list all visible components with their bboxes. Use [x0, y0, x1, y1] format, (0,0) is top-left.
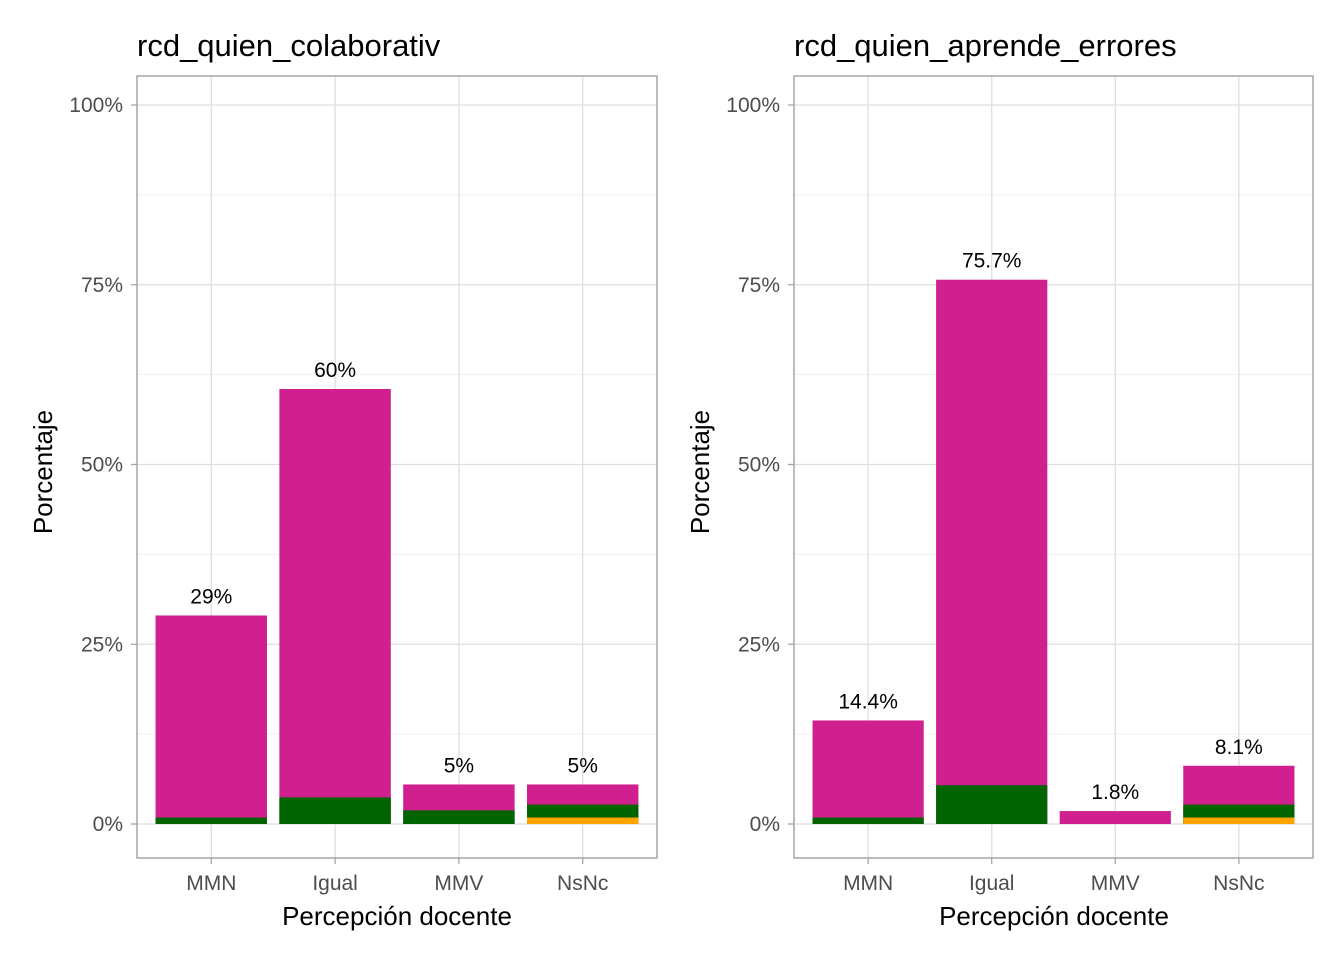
- y-tick-label: 100%: [69, 94, 123, 117]
- bar-mmv: [1059, 811, 1171, 824]
- y-tick-label: 75%: [738, 274, 780, 297]
- x-tick-label: NsNc: [557, 872, 608, 895]
- bar-segment-nsnc-third: [527, 817, 639, 824]
- y-tick-label: 50%: [738, 454, 780, 477]
- x-tick-label: Igual: [969, 872, 1015, 895]
- data-label: 14.4%: [838, 690, 898, 713]
- data-label: 8.1%: [1215, 736, 1263, 759]
- data-label: 29%: [190, 585, 232, 608]
- panel-border: [793, 75, 1314, 859]
- bar-segment-mmv-second: [403, 810, 515, 824]
- data-label: 5%: [568, 754, 598, 777]
- x-tick-label: MMV: [1091, 872, 1140, 895]
- chart-panel-1: 29% 60% 5% 5% 0% 25% 50% 75% 100% MMN Igual MMV NsNc…: [28, 28, 658, 931]
- chart-title: rcd_quien_colaborativ: [137, 28, 441, 63]
- chart-title: rcd_quien_aprende_errores: [794, 28, 1177, 63]
- x-tick-label: MMN: [186, 872, 236, 895]
- y-axis-title: Porcentaje: [28, 410, 58, 534]
- y-tick-label: 0%: [750, 813, 780, 836]
- y-tick-label: 100%: [726, 94, 780, 117]
- y-tick-label: 25%: [81, 633, 123, 656]
- x-tick-label: MMN: [843, 872, 893, 895]
- x-tick-label: Igual: [312, 872, 358, 895]
- bar-mmn: [155, 615, 267, 824]
- data-label: 1.8%: [1091, 781, 1139, 804]
- data-label: 5%: [444, 754, 474, 777]
- bar-segment-igual-second: [279, 797, 391, 824]
- y-tick-label: 75%: [81, 274, 123, 297]
- data-label: 75.7%: [962, 250, 1022, 273]
- bar-segment-nsnc-third: [1183, 817, 1295, 824]
- y-axis-title: Porcentaje: [685, 410, 715, 534]
- bar-igual: [279, 389, 391, 824]
- y-tick-label: 25%: [738, 633, 780, 656]
- bar-mmn: [812, 720, 924, 824]
- x-tick-label: MMV: [434, 872, 483, 895]
- y-tick-label: 50%: [81, 454, 123, 477]
- bar-igual: [936, 279, 1048, 824]
- bar-segment-mmn-second: [812, 817, 924, 824]
- bar-segment-igual-second: [936, 785, 1048, 824]
- x-axis-title: Percepción docente: [282, 901, 512, 931]
- panel-border: [136, 75, 658, 859]
- x-axis-title: Percepción docente: [939, 901, 1169, 931]
- x-tick-label: NsNc: [1213, 872, 1264, 895]
- data-label: 60%: [314, 359, 356, 382]
- chart-panel-2: 14.4% 75.7% 1.8% 8.1% 0% 25% 50% 75% 100% MMN Igua…: [685, 28, 1314, 931]
- bar-segment-mmn-second: [155, 817, 267, 824]
- y-tick-label: 0%: [93, 813, 123, 836]
